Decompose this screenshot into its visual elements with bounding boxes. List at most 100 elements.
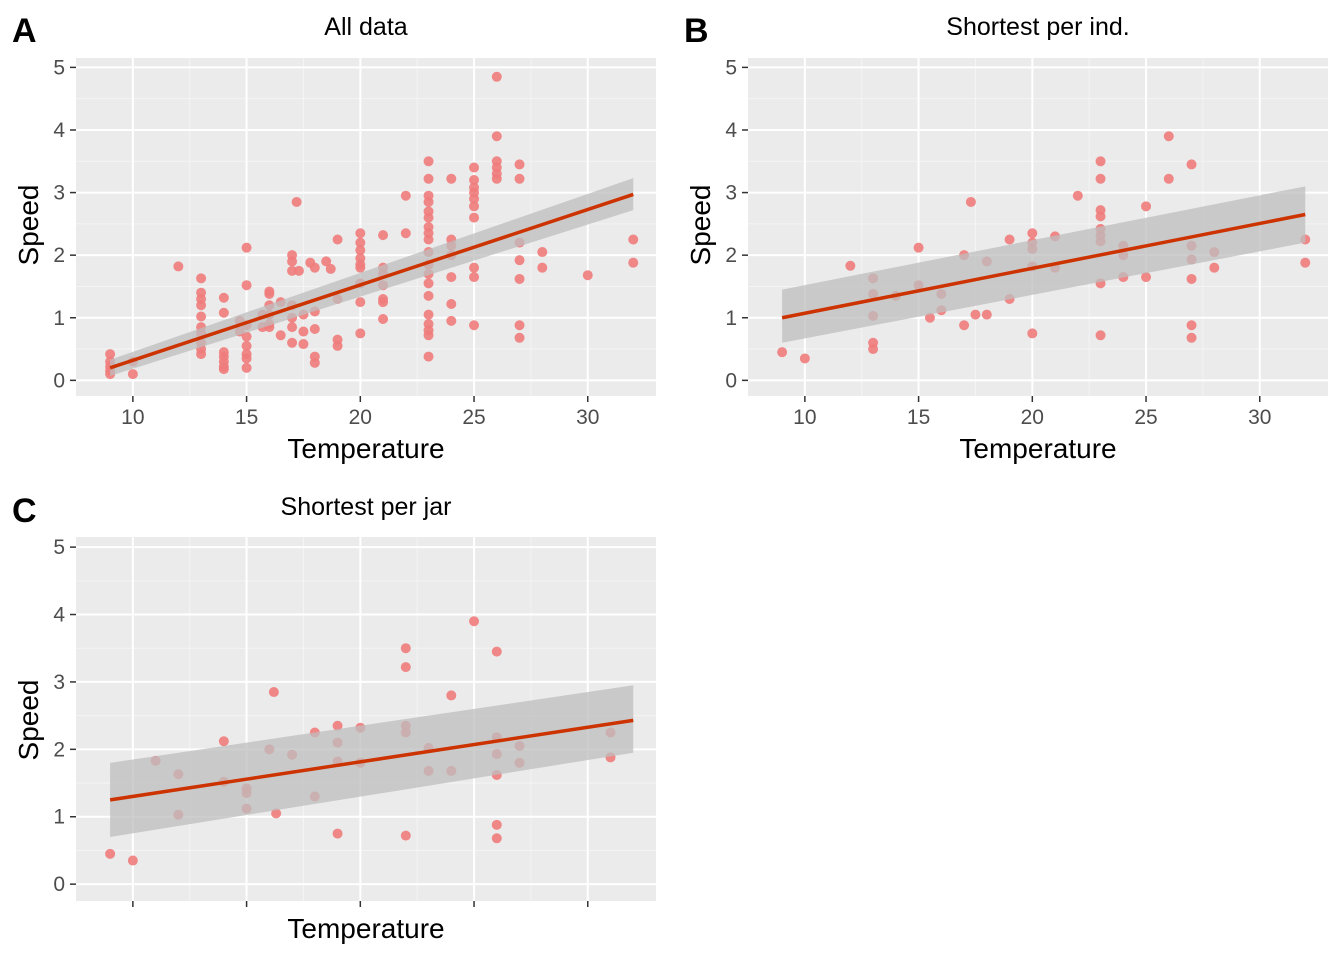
data-point [400,190,411,201]
confidence-ribbon [110,178,634,376]
x-tick-label: 25 [1134,406,1157,429]
data-point [469,262,480,273]
data-point [537,247,548,258]
data-point [777,347,788,358]
data-point [275,330,286,341]
data-point [491,646,502,657]
data-point [355,237,366,248]
y-tick-label: 4 [725,119,737,142]
data-point [981,309,992,320]
data-point [218,364,229,375]
data-point [845,260,856,271]
data-point [173,261,184,272]
data-point [514,173,525,184]
x-tick-label: 30 [1248,406,1271,429]
data-point [241,242,252,253]
data-point [1004,234,1015,245]
data-point [298,326,309,337]
data-point [514,159,525,170]
data-point [582,270,593,281]
data-point [799,353,810,364]
data-point [321,256,332,267]
x-tick-label: 20 [1021,406,1044,429]
data-point [924,312,935,323]
x-axis-title: Temperature [287,433,444,464]
data-point [959,320,970,331]
data-point [1027,328,1038,339]
data-point [514,320,525,331]
data-point [868,344,879,355]
panel-title: Shortest per ind. [946,13,1129,41]
data-point [469,201,480,212]
data-point [287,256,298,267]
panel-letter: A [12,12,37,50]
panel-letter: C [12,492,37,530]
y-tick-label: 2 [53,738,65,761]
data-point [298,339,309,350]
x-axis-title: Temperature [959,433,1116,464]
x-axis-title: Temperature [287,913,444,944]
data-point [423,196,434,207]
regression-line [109,192,634,370]
panel-b: B Shortest per ind. 0 1 2 3 4 5 10 15 20 25 30 Tem… [684,12,1328,464]
data-point [446,690,457,701]
data-point [491,131,502,142]
y-tick-label: 0 [53,369,65,392]
data-point [491,173,502,184]
data-point [628,257,639,268]
data-point [332,828,343,839]
data-point [1186,273,1197,284]
data-point [378,230,389,241]
data-point [1186,320,1197,331]
data-point [514,273,525,284]
data-point [1095,156,1106,167]
data-point [127,369,138,380]
y-tick-label: 5 [53,536,65,559]
data-point [446,315,457,326]
data-point [1095,211,1106,222]
y-tick-label: 1 [53,806,65,829]
data-point [469,193,480,204]
regression-line [109,718,634,802]
data-point [491,833,502,844]
data-point [293,265,304,276]
y-tick-label: 2 [725,244,737,267]
data-point [196,273,207,284]
data-point [1072,190,1083,201]
data-point [469,212,480,223]
data-point [423,173,434,184]
x-tick-label: 25 [462,406,485,429]
data-point [446,272,457,283]
data-point [218,292,229,303]
y-tick-label: 0 [725,369,737,392]
data-point [423,212,434,223]
data-point [241,331,252,342]
regression-line [781,212,1306,320]
data-point [491,71,502,82]
data-point [400,228,411,239]
data-point [309,357,320,368]
data-point [1141,201,1152,212]
data-point [309,324,320,335]
panel-c: C Shortest per jar 0 1 2 3 4 5 Temperature Sp… [12,492,656,944]
data-point [271,808,282,819]
y-axis-title: Speed [685,185,716,266]
data-point [332,720,343,731]
data-point [332,234,343,245]
y-tick-label: 0 [53,873,65,896]
plot-area: 0 1 2 3 4 5 [53,536,656,907]
y-tick-label: 1 [53,307,65,330]
x-tick-label: 10 [793,406,816,429]
data-point [105,349,116,360]
data-point [355,328,366,339]
y-tick-label: 5 [725,56,737,79]
data-point [469,175,480,186]
data-point [514,332,525,343]
data-point [446,173,457,184]
panel-letter: B [684,12,709,50]
y-tick-label: 3 [725,182,737,205]
data-point [287,322,298,333]
data-point [469,616,480,627]
data-point [514,255,525,266]
